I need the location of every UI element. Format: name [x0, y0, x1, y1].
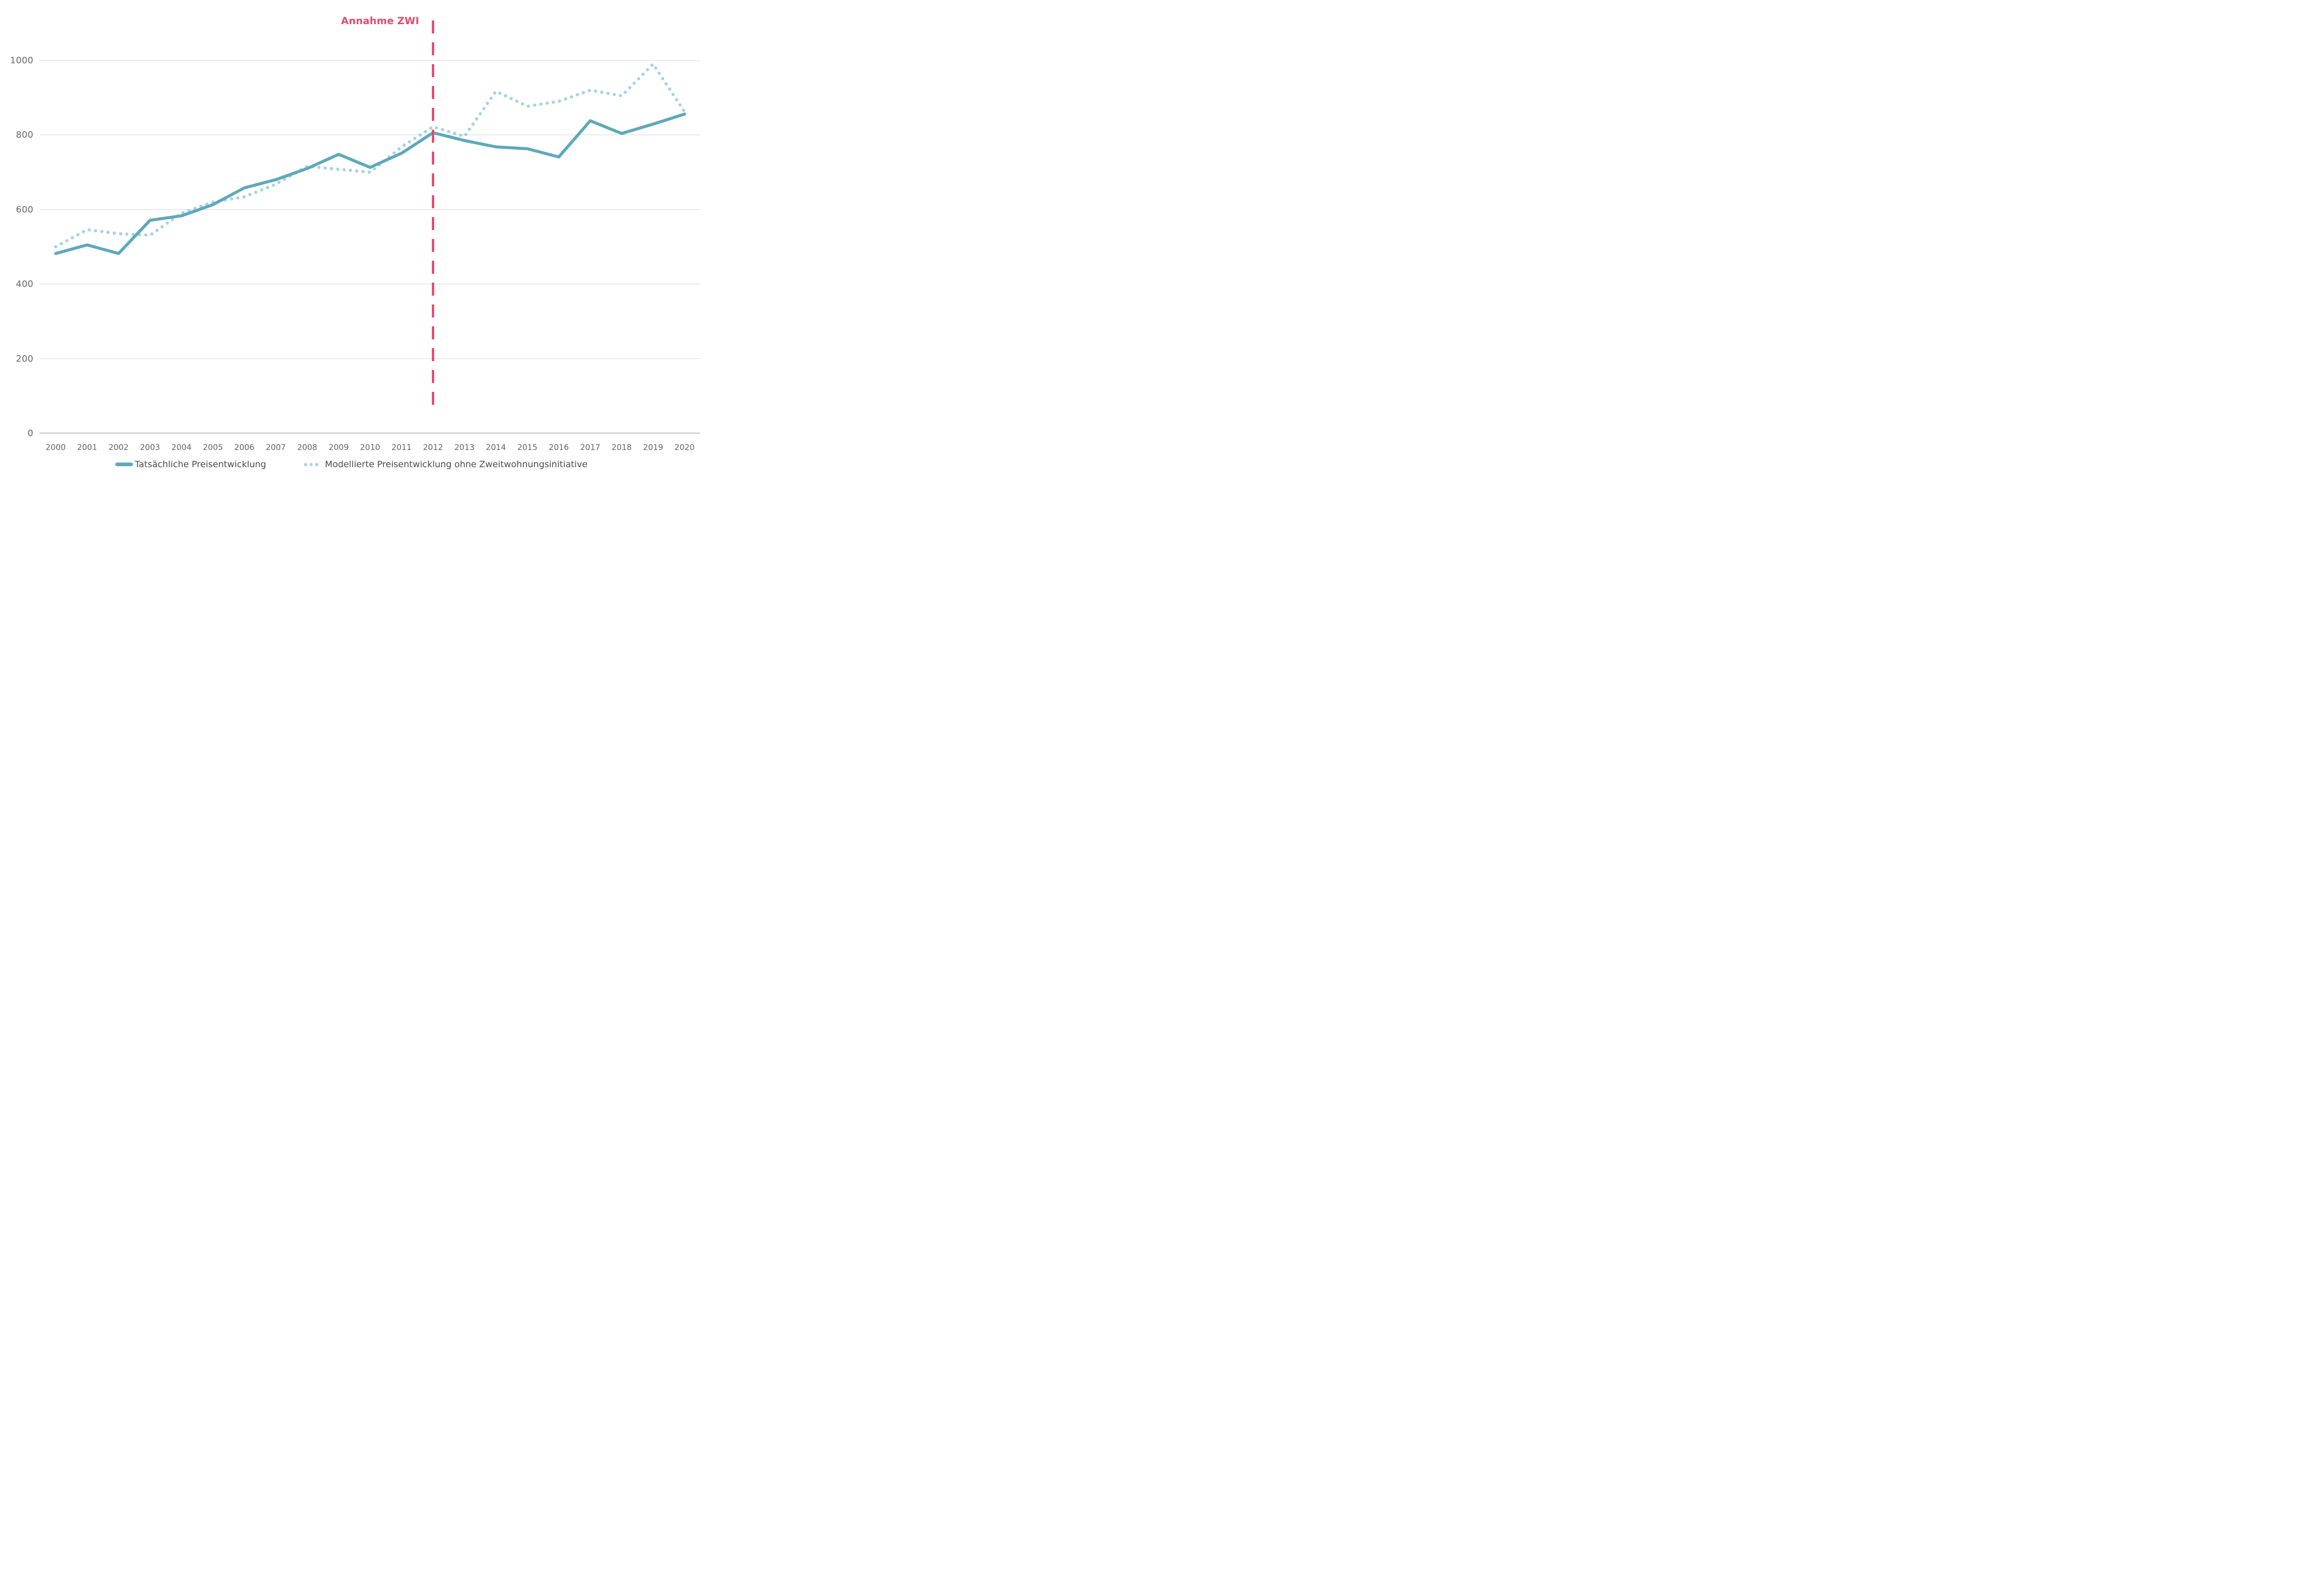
- legend: Tatsächliche Preisentwicklung Modelliert…: [0, 457, 718, 473]
- y-tick-label: 0: [27, 428, 33, 438]
- x-tick-label: 2016: [548, 443, 569, 452]
- dotted-line-swatch-icon: [304, 463, 321, 466]
- x-tick-label: 2012: [423, 443, 443, 452]
- x-tick-label: 2019: [643, 443, 663, 452]
- x-tick-label: 2014: [486, 443, 506, 452]
- x-tick-label: 2001: [77, 443, 98, 452]
- x-tick-label: 2002: [108, 443, 129, 452]
- actual-price-line: [54, 112, 687, 255]
- x-tick-label: 2008: [297, 443, 317, 452]
- y-tick-label: 800: [16, 130, 33, 140]
- y-tick-label: 600: [16, 204, 33, 215]
- x-tick-label: 2011: [391, 443, 412, 452]
- y-tick-label: 200: [16, 353, 33, 364]
- x-tick-label: 2017: [580, 443, 601, 452]
- x-tick-label: 2013: [454, 443, 475, 452]
- y-tick-label: 400: [16, 279, 33, 290]
- x-tick-label: 2009: [329, 443, 349, 452]
- x-tick-label: 2018: [611, 443, 632, 452]
- legend-item-modeled: Modellierte Preisentwicklung ohne Zweitw…: [304, 457, 588, 471]
- legend-label-actual: Tatsächliche Preisentwicklung: [135, 459, 266, 469]
- x-tick-label: 2004: [171, 443, 192, 452]
- x-tick-label: 2006: [234, 443, 255, 452]
- solid-line-swatch-icon: [115, 463, 133, 466]
- x-tick-label: 2003: [140, 443, 160, 452]
- chart-plot-area: [40, 20, 700, 434]
- y-tick-label: 1000: [10, 55, 33, 66]
- legend-label-modeled: Modellierte Preisentwicklung ohne Zweitw…: [325, 459, 588, 469]
- annotation-label: Annahme ZWI: [341, 15, 419, 26]
- legend-item-actual: Tatsächliche Preisentwicklung: [115, 457, 266, 471]
- x-tick-label: 2000: [46, 443, 66, 452]
- price-development-chart: 0 200 400 600 800 1000 2000 2001 2002 2003 2004 20…: [0, 0, 718, 476]
- modeled-price-line: [54, 62, 687, 249]
- x-tick-label: 2005: [203, 443, 223, 452]
- x-tick-label: 2020: [674, 443, 695, 452]
- x-tick-label: 2015: [517, 443, 538, 452]
- x-tick-label: 2007: [265, 443, 286, 452]
- x-tick-label: 2010: [360, 443, 380, 452]
